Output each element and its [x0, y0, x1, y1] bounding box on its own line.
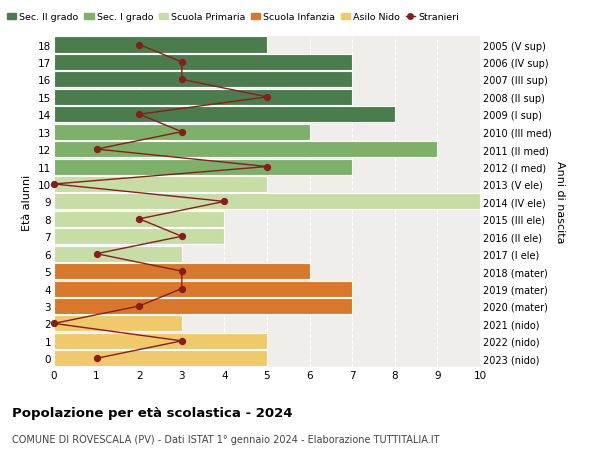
Bar — [54, 229, 224, 245]
Point — [92, 251, 101, 258]
Bar — [54, 263, 310, 280]
Point — [134, 42, 144, 49]
Bar — [54, 124, 310, 140]
Bar — [54, 281, 352, 297]
Bar — [54, 246, 182, 262]
Point — [177, 233, 187, 241]
Point — [262, 163, 272, 171]
Y-axis label: Età alunni: Età alunni — [22, 174, 32, 230]
Point — [177, 129, 187, 136]
Point — [92, 146, 101, 153]
Bar — [54, 316, 182, 332]
Text: Popolazione per età scolastica - 2024: Popolazione per età scolastica - 2024 — [12, 406, 293, 419]
Legend: Sec. II grado, Sec. I grado, Scuola Primaria, Scuola Infanzia, Asilo Nido, Stran: Sec. II grado, Sec. I grado, Scuola Prim… — [7, 13, 459, 22]
Point — [177, 59, 187, 67]
Bar — [54, 38, 267, 53]
Point — [134, 112, 144, 119]
Point — [177, 285, 187, 292]
Point — [177, 77, 187, 84]
Bar — [54, 194, 480, 210]
Point — [49, 181, 59, 188]
Bar — [54, 211, 224, 227]
Text: COMUNE DI ROVESCALA (PV) - Dati ISTAT 1° gennaio 2024 - Elaborazione TUTTITALIA.: COMUNE DI ROVESCALA (PV) - Dati ISTAT 1°… — [12, 434, 439, 444]
Bar — [54, 298, 352, 314]
Bar — [54, 177, 267, 193]
Bar — [54, 142, 437, 158]
Point — [92, 355, 101, 362]
Bar — [54, 90, 352, 106]
Point — [177, 268, 187, 275]
Point — [177, 337, 187, 345]
Point — [49, 320, 59, 327]
Bar — [54, 351, 267, 366]
Bar — [54, 55, 352, 71]
Bar — [54, 333, 267, 349]
Point — [134, 216, 144, 223]
Bar — [54, 159, 352, 175]
Bar — [54, 72, 352, 88]
Bar — [54, 107, 395, 123]
Y-axis label: Anni di nascita: Anni di nascita — [556, 161, 565, 243]
Point — [262, 94, 272, 101]
Point — [134, 302, 144, 310]
Point — [220, 198, 229, 206]
